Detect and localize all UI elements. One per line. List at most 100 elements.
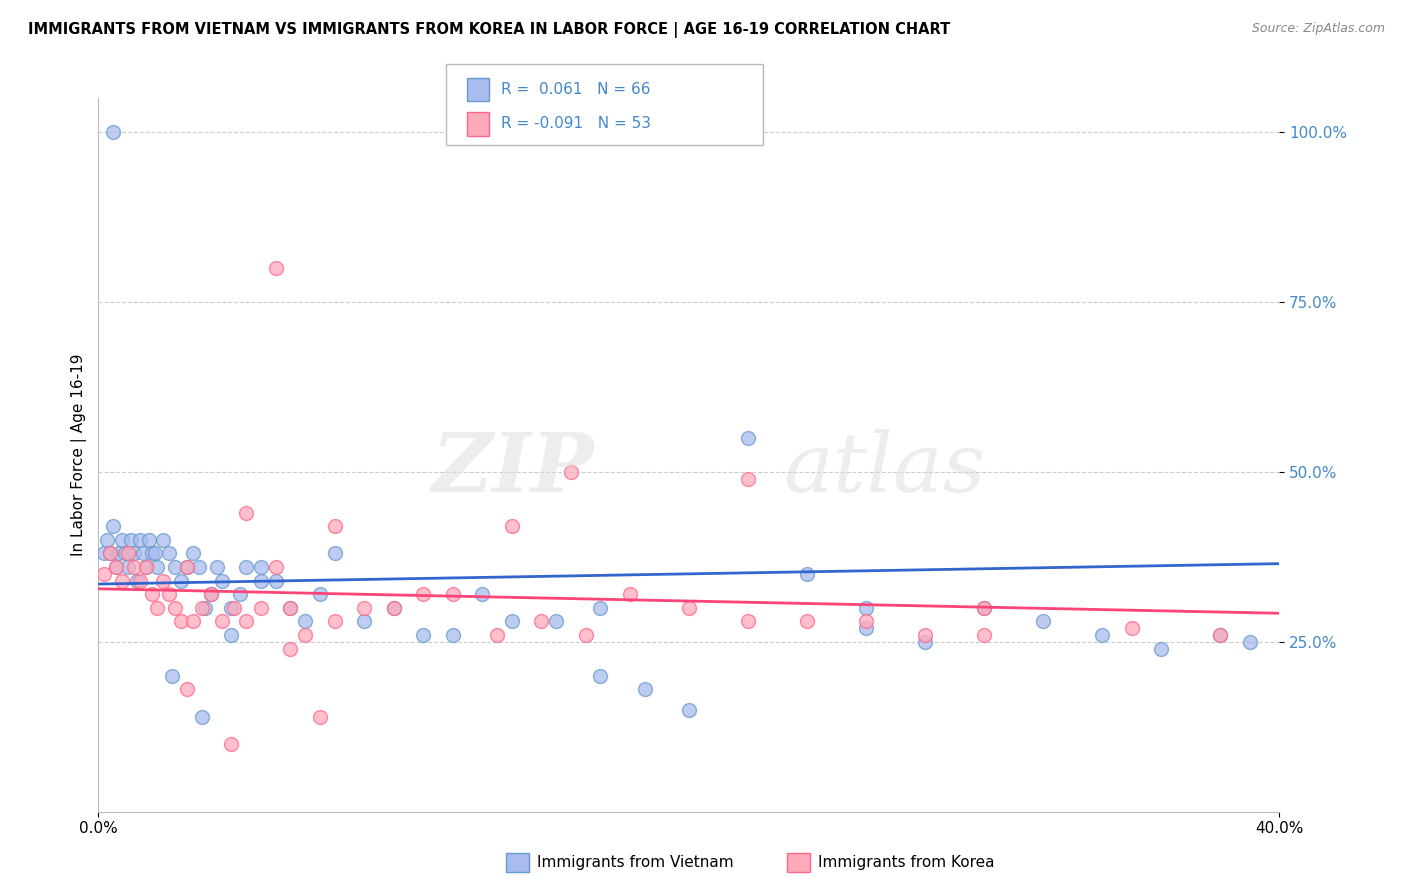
Point [589, 669, 612, 683]
Point [191, 709, 214, 723]
Point [176, 560, 198, 574]
Point [111, 533, 134, 547]
Point [117, 560, 139, 574]
Point [264, 260, 287, 275]
Point [235, 506, 257, 520]
Point [264, 560, 287, 574]
Point [120, 533, 142, 547]
Point [111, 574, 134, 588]
Text: Source: ZipAtlas.com: Source: ZipAtlas.com [1251, 22, 1385, 36]
Point [737, 431, 759, 445]
Point [412, 587, 434, 601]
Point [187, 560, 209, 574]
Point [796, 566, 818, 581]
Point [323, 615, 346, 629]
Point [135, 560, 157, 574]
Point [278, 641, 302, 656]
Point [105, 560, 128, 574]
Point [309, 709, 332, 723]
Point [165, 560, 187, 574]
Point [353, 600, 375, 615]
Point [471, 587, 494, 601]
Point [973, 600, 995, 615]
Point [855, 600, 877, 615]
Point [544, 615, 567, 629]
Point [146, 560, 169, 574]
Point [141, 587, 163, 601]
Point [235, 615, 257, 629]
Point [382, 600, 405, 615]
Point [211, 574, 233, 588]
Point [93, 546, 115, 560]
Point [138, 533, 160, 547]
Text: R =  0.061   N = 66: R = 0.061 N = 66 [501, 82, 650, 96]
Point [1150, 641, 1173, 656]
Text: IMMIGRANTS FROM VIETNAM VS IMMIGRANTS FROM KOREA IN LABOR FORCE | AGE 16-19 CORR: IMMIGRANTS FROM VIETNAM VS IMMIGRANTS FR… [28, 22, 950, 38]
Point [176, 682, 198, 697]
Point [103, 519, 125, 533]
Point [165, 600, 187, 615]
Point [122, 560, 145, 574]
Point [162, 669, 183, 683]
Point [98, 546, 121, 560]
Point [105, 560, 128, 574]
Point [353, 615, 375, 629]
Point [128, 533, 150, 547]
Point [278, 600, 302, 615]
Point [125, 574, 148, 588]
Point [132, 546, 155, 560]
Point [157, 546, 180, 560]
Point [1209, 628, 1232, 642]
Point [619, 587, 641, 601]
Point [200, 587, 222, 601]
Text: Immigrants from Vietnam: Immigrants from Vietnam [537, 855, 734, 870]
Text: Immigrants from Korea: Immigrants from Korea [818, 855, 995, 870]
Point [152, 574, 174, 588]
Point [294, 628, 316, 642]
Point [501, 519, 523, 533]
Point [170, 574, 193, 588]
Point [250, 560, 273, 574]
Text: atlas: atlas [783, 429, 986, 509]
Point [194, 600, 217, 615]
Point [973, 600, 995, 615]
Point [93, 566, 115, 581]
Point [441, 587, 464, 601]
Point [170, 615, 193, 629]
Point [1239, 635, 1261, 649]
Point [309, 587, 332, 601]
Point [560, 465, 582, 479]
Point [224, 600, 246, 615]
Point [191, 600, 214, 615]
Point [128, 574, 150, 588]
Point [973, 628, 995, 642]
Point [264, 574, 287, 588]
Point [574, 628, 596, 642]
Point [1121, 621, 1143, 635]
Point [737, 615, 759, 629]
Point [135, 560, 157, 574]
Y-axis label: In Labor Force | Age 16-19: In Labor Force | Age 16-19 [72, 353, 87, 557]
Point [200, 587, 222, 601]
Point [146, 600, 169, 615]
Point [530, 615, 553, 629]
Point [152, 533, 174, 547]
Point [157, 587, 180, 601]
Point [96, 533, 118, 547]
Point [323, 519, 346, 533]
Point [205, 560, 228, 574]
Point [1091, 628, 1114, 642]
Point [219, 628, 242, 642]
Point [211, 615, 233, 629]
Point [98, 546, 121, 560]
Point [323, 546, 346, 560]
Point [141, 546, 163, 560]
Point [143, 546, 166, 560]
Point [855, 621, 877, 635]
Point [103, 125, 125, 139]
Point [219, 737, 242, 751]
Text: R = -0.091   N = 53: R = -0.091 N = 53 [501, 117, 651, 131]
Point [1209, 628, 1232, 642]
Point [250, 600, 273, 615]
Point [176, 560, 198, 574]
